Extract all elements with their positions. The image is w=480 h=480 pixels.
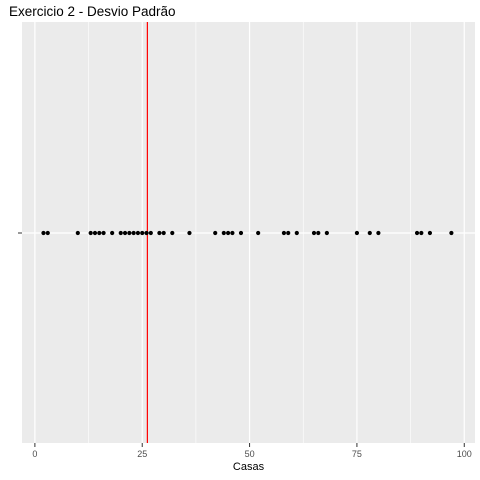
data-point: [226, 230, 231, 236]
data-point: [148, 230, 153, 236]
data-point: [427, 230, 433, 236]
data-point: [45, 230, 50, 236]
data-point: [230, 230, 235, 236]
data-point: [41, 230, 46, 236]
data-point: [376, 230, 381, 236]
data-point: [213, 230, 218, 236]
chart-title: Exercicio 2 - Desvio Padrão: [9, 4, 176, 19]
x-tick-label: 25: [137, 449, 147, 459]
data-point: [294, 230, 299, 236]
data-point: [354, 230, 360, 236]
data-point: [135, 230, 141, 236]
data-point: [140, 230, 145, 236]
data-point: [170, 230, 175, 236]
data-point: [187, 230, 192, 236]
data-point: [286, 230, 291, 236]
data-point: [324, 230, 329, 236]
data-point: [419, 230, 424, 236]
x-axis-title: Casas: [233, 461, 265, 473]
data-point: [97, 230, 102, 236]
data-point: [131, 230, 136, 236]
x-axis-ticks: 0 25 50 75 100: [32, 443, 472, 459]
data-point: [161, 230, 166, 236]
data-point: [144, 230, 149, 236]
data-point: [118, 230, 123, 236]
data-point: [75, 230, 80, 236]
x-tick-label: 75: [352, 449, 362, 459]
x-tick-label: 0: [32, 449, 37, 459]
x-tick-label: 100: [457, 449, 472, 459]
data-point: [367, 230, 372, 236]
data-point: [101, 230, 106, 236]
data-point: [110, 230, 115, 236]
data-points: [41, 230, 454, 236]
x-tick-label: 50: [245, 449, 255, 459]
data-point: [157, 230, 162, 236]
data-point: [127, 230, 132, 236]
data-point: [316, 230, 321, 236]
data-point: [122, 230, 128, 236]
data-point: [281, 230, 287, 236]
data-point: [311, 230, 317, 236]
data-point: [449, 230, 454, 236]
data-point: [221, 230, 226, 236]
data-point: [88, 230, 93, 236]
data-point: [92, 230, 98, 236]
data-point: [256, 230, 261, 236]
data-point: [238, 230, 244, 236]
data-point: [414, 230, 420, 236]
